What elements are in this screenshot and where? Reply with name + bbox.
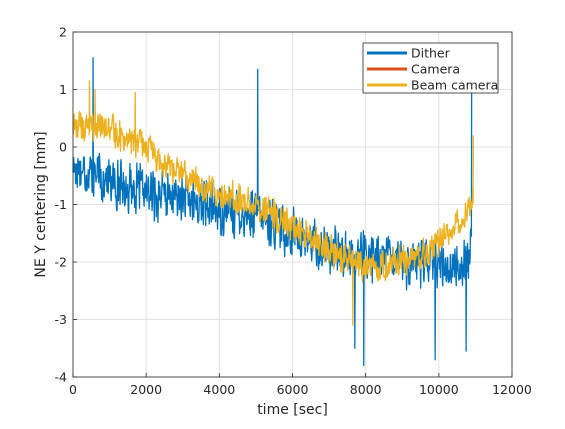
legend-label: Camera: [411, 62, 460, 77]
y-tick-label: 0: [59, 140, 67, 155]
legend-label: Beam camera: [411, 78, 498, 93]
y-tick-label: -2: [55, 255, 67, 270]
x-tick-label: 6000: [277, 382, 309, 397]
legend-label: Dither: [411, 46, 451, 61]
y-tick-label: 1: [59, 82, 67, 97]
y-tick-label: -3: [55, 312, 67, 327]
x-tick-label: 8000: [350, 382, 382, 397]
y-tick-label: -1: [55, 197, 67, 212]
x-tick-label: 0: [69, 382, 77, 397]
y-tick-label: 2: [59, 25, 67, 40]
y-axis-label: NE Y centering [mm]: [33, 131, 49, 277]
series-line-beam-camera: [72, 80, 475, 326]
x-tick-label: 4000: [203, 382, 235, 397]
x-tick-label: 2000: [130, 382, 162, 397]
y-tick-label: -4: [55, 370, 68, 385]
x-axis-ticks: 0 2000 4000 6000 8000 10000 12000: [69, 373, 532, 397]
x-axis-label: time [sec]: [257, 402, 328, 418]
series-layer: [72, 43, 475, 367]
x-tick-label: 10000: [419, 382, 459, 397]
x-tick-label: 12000: [492, 382, 532, 397]
y-axis-ticks: -4 -3 -2 -1 0 1 2: [55, 25, 77, 385]
